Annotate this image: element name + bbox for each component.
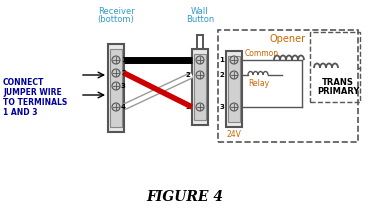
Text: Receiver: Receiver — [98, 7, 134, 16]
Bar — [228, 56, 240, 122]
Text: PRIMARY: PRIMARY — [317, 87, 359, 96]
Circle shape — [230, 71, 238, 79]
Text: Button: Button — [186, 15, 214, 24]
Circle shape — [230, 56, 238, 64]
Bar — [194, 54, 206, 120]
Text: 24V: 24V — [226, 130, 242, 139]
Text: Opener: Opener — [270, 34, 306, 44]
Text: Common: Common — [245, 49, 279, 58]
Text: 3: 3 — [185, 104, 190, 110]
Circle shape — [112, 82, 120, 90]
Text: 3: 3 — [219, 104, 224, 110]
Circle shape — [196, 103, 204, 111]
Text: 2: 2 — [121, 70, 126, 76]
Text: (bottom): (bottom) — [98, 15, 134, 24]
Text: JUMPER WIRE: JUMPER WIRE — [3, 88, 62, 97]
Circle shape — [196, 56, 204, 64]
Text: 3: 3 — [121, 83, 126, 89]
Bar — [192, 49, 208, 125]
Text: 1: 1 — [185, 57, 190, 63]
Text: Wall: Wall — [191, 7, 209, 16]
Circle shape — [196, 71, 204, 79]
Text: 1: 1 — [121, 57, 126, 63]
Text: FIGURE 4: FIGURE 4 — [147, 190, 223, 204]
Bar — [310, 32, 360, 102]
Text: 2: 2 — [185, 72, 190, 78]
Text: TO TERMINALS: TO TERMINALS — [3, 98, 67, 107]
Bar — [226, 51, 242, 127]
Text: TRANS: TRANS — [322, 78, 354, 87]
Text: 4: 4 — [121, 104, 126, 110]
Text: 1: 1 — [219, 57, 224, 63]
Text: Relay: Relay — [248, 79, 269, 88]
Circle shape — [112, 56, 120, 64]
Text: 2: 2 — [219, 72, 224, 78]
Circle shape — [112, 69, 120, 77]
Bar — [110, 49, 122, 127]
Circle shape — [112, 103, 120, 111]
Text: 1 AND 3: 1 AND 3 — [3, 108, 37, 117]
Circle shape — [230, 103, 238, 111]
Text: CONNECT: CONNECT — [3, 78, 44, 87]
Bar — [108, 44, 124, 132]
Bar — [218, 30, 358, 142]
